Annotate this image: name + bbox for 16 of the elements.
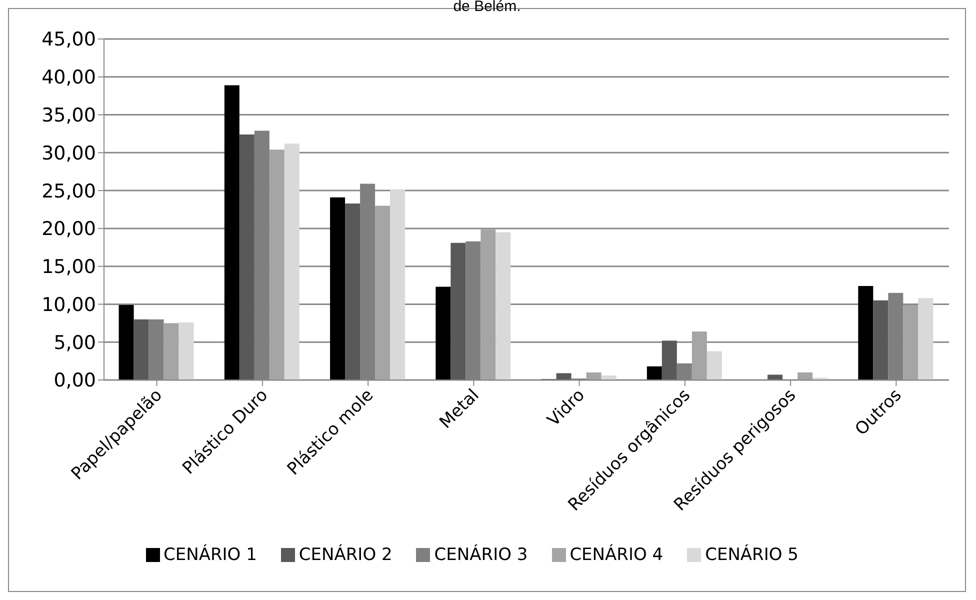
y-tick-label: 45,00	[42, 28, 96, 51]
y-tick-label: 25,00	[42, 180, 96, 202]
y-tick-label: 10,00	[42, 294, 96, 316]
legend-label: CENÁRIO 3	[434, 545, 528, 565]
legend-label: CENÁRIO 5	[705, 545, 798, 565]
chart-title: de Belém.	[452, 0, 522, 15]
legend-label: CENÁRIO 1	[164, 545, 257, 565]
y-tick-label: 15,00	[42, 256, 96, 278]
y-tick-label: 40,00	[42, 66, 96, 89]
legend-label: CENÁRIO 4	[570, 545, 664, 565]
y-tick-label: 35,00	[42, 104, 96, 127]
y-tick-label: 30,00	[42, 142, 96, 164]
y-tick-label: 5,00	[54, 332, 96, 354]
y-tick-label: 20,00	[42, 218, 96, 240]
y-tick-label: 0,00	[54, 370, 96, 392]
legend-label: CENÁRIO 2	[298, 545, 392, 565]
